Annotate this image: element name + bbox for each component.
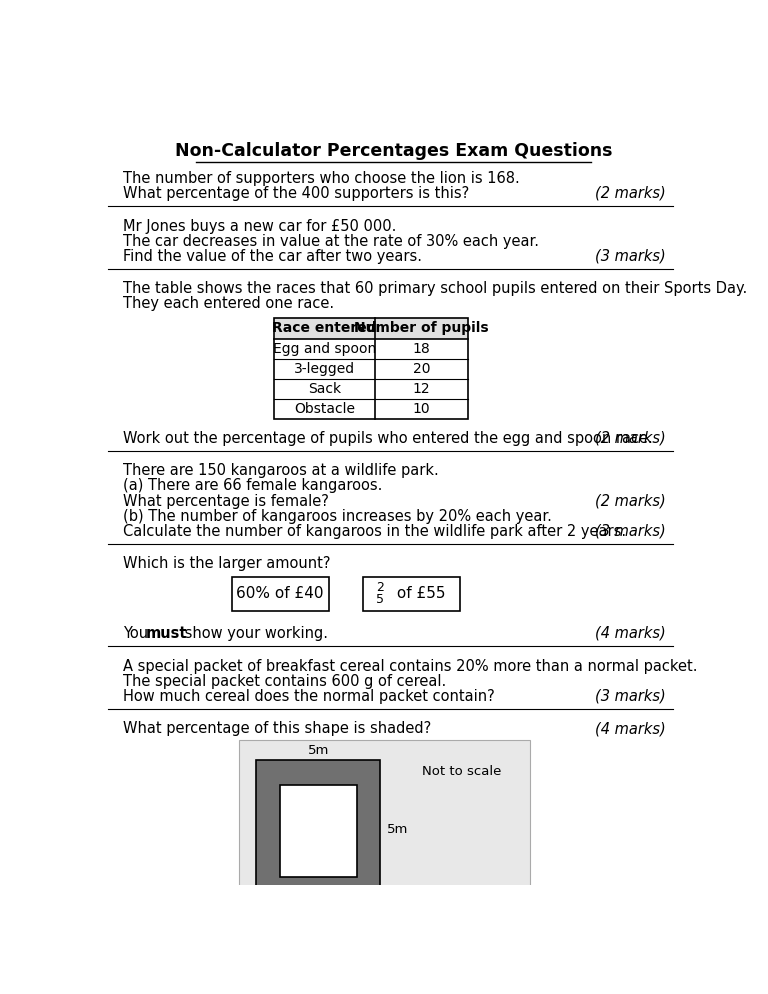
Text: What percentage of the 400 supporters is this?: What percentage of the 400 supporters is… [123, 186, 469, 201]
Text: Egg and spoon: Egg and spoon [273, 342, 376, 356]
Bar [274, 317, 468, 419]
Bar [363, 577, 460, 610]
Bar [232, 577, 329, 610]
Text: 3m: 3m [309, 789, 329, 802]
Text: (a) There are 66 female kangaroos.: (a) There are 66 female kangaroos. [123, 478, 382, 493]
Text: (b) The number of kangaroos increases by 20% each year.: (b) The number of kangaroos increases by… [123, 509, 552, 524]
Text: (2 marks): (2 marks) [595, 430, 666, 445]
Text: Which is the larger amount?: Which is the larger amount? [123, 557, 331, 572]
Text: 2: 2 [376, 581, 384, 594]
Text: (2 marks): (2 marks) [595, 186, 666, 201]
Text: A special packet of breakfast cereal contains 20% more than a normal packet.: A special packet of breakfast cereal con… [123, 659, 697, 674]
Text: 60% of £40: 60% of £40 [237, 586, 324, 601]
Text: (2 marks): (2 marks) [595, 493, 666, 509]
Text: 5: 5 [376, 592, 385, 606]
Text: Calculate the number of kangaroos in the wildlife park after 2 years.: Calculate the number of kangaroos in the… [123, 524, 626, 539]
Text: 10: 10 [412, 403, 430, 416]
Text: 3-legged: 3-legged [294, 362, 355, 376]
Text: 20: 20 [412, 362, 430, 376]
Text: of £55: of £55 [392, 586, 445, 601]
Text: Number of pupils: Number of pupils [354, 321, 488, 335]
Text: Not to scale: Not to scale [422, 765, 501, 778]
Text: Find the value of the car after two years.: Find the value of the car after two year… [123, 248, 422, 263]
Text: What percentage is female?: What percentage is female? [123, 493, 329, 509]
Text: How much cereal does the normal packet contain?: How much cereal does the normal packet c… [123, 689, 495, 704]
Text: Non-Calculator Percentages Exam Questions: Non-Calculator Percentages Exam Question… [175, 141, 612, 160]
Bar [274, 317, 468, 339]
Text: 18: 18 [412, 342, 430, 356]
Bar [240, 741, 530, 921]
Bar [280, 785, 357, 877]
Text: (3 marks): (3 marks) [595, 248, 666, 263]
Text: The table shows the races that 60 primary school pupils entered on their Sports : The table shows the races that 60 primar… [123, 281, 747, 296]
Text: Mr Jones buys a new car for £50 000.: Mr Jones buys a new car for £50 000. [123, 219, 396, 234]
Text: Obstacle: Obstacle [294, 403, 355, 416]
Bar [257, 759, 380, 900]
Text: 5m: 5m [308, 745, 329, 757]
Text: 5m: 5m [386, 823, 408, 836]
Text: (4 marks): (4 marks) [595, 626, 666, 641]
Text: 3m: 3m [282, 824, 302, 837]
Text: Work out the percentage of pupils who entered the egg and spoon race.: Work out the percentage of pupils who en… [123, 430, 653, 445]
Text: The number of supporters who choose the lion is 168.: The number of supporters who choose the … [123, 171, 520, 186]
Text: Race entered: Race entered [273, 321, 377, 335]
Text: There are 150 kangaroos at a wildlife park.: There are 150 kangaroos at a wildlife pa… [123, 463, 439, 478]
Text: The car decreases in value at the rate of 30% each year.: The car decreases in value at the rate o… [123, 234, 539, 248]
Text: Sack: Sack [308, 382, 341, 397]
Text: You: You [123, 626, 153, 641]
Text: 12: 12 [412, 382, 430, 397]
Text: must: must [146, 626, 187, 641]
Text: (3 marks): (3 marks) [595, 689, 666, 704]
Text: (3 marks): (3 marks) [595, 524, 666, 539]
Text: (4 marks): (4 marks) [595, 722, 666, 737]
Text: They each entered one race.: They each entered one race. [123, 296, 334, 311]
Text: What percentage of this shape is shaded?: What percentage of this shape is shaded? [123, 722, 432, 737]
Text: The special packet contains 600 g of cereal.: The special packet contains 600 g of cer… [123, 674, 446, 689]
Text: show your working.: show your working. [180, 626, 328, 641]
